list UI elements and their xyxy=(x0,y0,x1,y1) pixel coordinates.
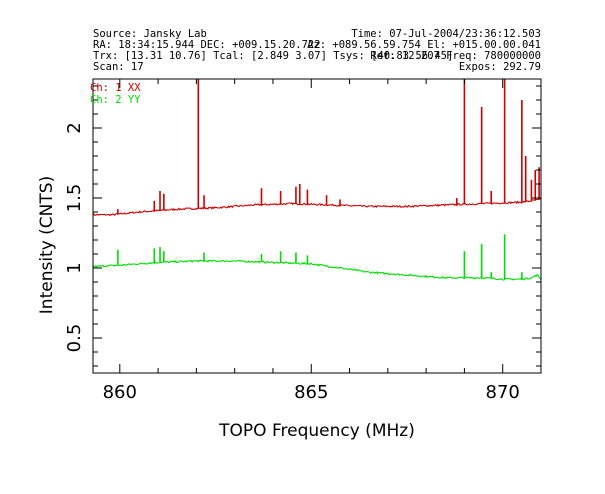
series-line-ch-2-yy xyxy=(92,259,542,281)
legend-entry-ch2: Ch: 2 YY xyxy=(90,94,141,106)
header-az-el: Az: +089.56.59.754 El: +015.00.00.041 xyxy=(307,39,541,51)
header-trx-tcal-tsys: Trx: [13.31 10.76] Tcal: [2.849 3.07] Ts… xyxy=(93,50,453,62)
plot-frame xyxy=(92,78,542,374)
y-axis-title: Intensity (CNTS) xyxy=(37,176,57,314)
axes-layer: 860 865 870 0.5 1 1.5 2 xyxy=(64,78,542,403)
legend: Ch: 1 XX Ch: 2 YY xyxy=(90,82,141,106)
header-source: Source: Jansky Lab xyxy=(93,28,207,40)
header-scan: Scan: 17 xyxy=(93,61,144,73)
x-tick-label-860: 860 xyxy=(103,382,137,403)
y-tick-label-1: 1 xyxy=(64,262,85,273)
legend-entry-ch1: Ch: 1 XX xyxy=(90,82,141,94)
series-ch-2-yy xyxy=(92,234,542,281)
header-time: Time: 07-Jul-2004/23:36:12.503 xyxy=(351,28,541,40)
x-tick-label-870: 870 xyxy=(486,382,520,403)
x-tick-label-865: 865 xyxy=(294,382,328,403)
y-tick-label-1-5: 1.5 xyxy=(64,184,85,213)
header-ra-dec: RA: 18:34:15.944 DEC: +009.15.20.722 xyxy=(93,39,321,51)
series-layer xyxy=(92,79,542,281)
y-tick-label-2: 2 xyxy=(64,122,85,133)
header-ref-freq: Ref: 12.207 Freq: 780000000 xyxy=(370,50,541,62)
header-expos: Expos: 292.79 xyxy=(459,61,541,73)
series-line-ch-1-xx xyxy=(92,198,542,217)
header-block: Source: Jansky Lab RA: 18:34:15.944 DEC:… xyxy=(93,28,541,73)
series-ch-1-xx xyxy=(92,79,542,217)
x-axis-title: TOPO Frequency (MHz) xyxy=(218,421,415,441)
y-tick-label-0-5: 0.5 xyxy=(64,324,85,353)
